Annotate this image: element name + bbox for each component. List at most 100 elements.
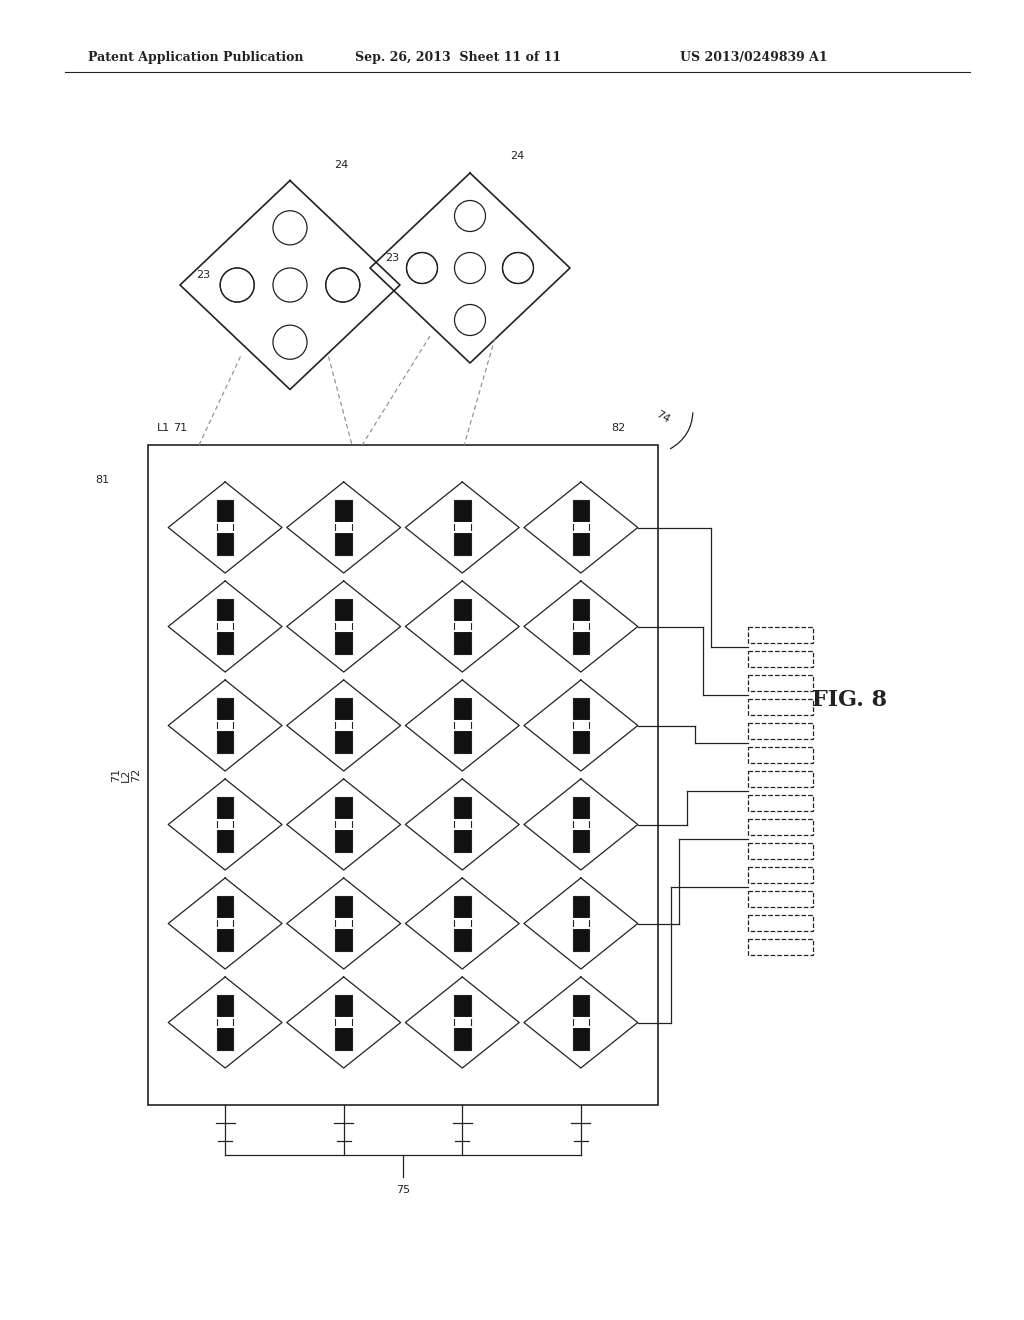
- Bar: [572, 896, 589, 950]
- Bar: [748, 795, 813, 810]
- Bar: [570, 993, 591, 1052]
- Bar: [334, 498, 354, 557]
- Bar: [452, 894, 473, 953]
- Bar: [454, 1018, 471, 1027]
- Bar: [334, 597, 354, 656]
- Text: Sep. 26, 2013  Sheet 11 of 11: Sep. 26, 2013 Sheet 11 of 11: [355, 50, 561, 63]
- Bar: [572, 500, 589, 523]
- Bar: [570, 795, 591, 854]
- Bar: [748, 891, 813, 907]
- Text: 71: 71: [111, 768, 121, 781]
- Bar: [217, 829, 233, 851]
- Bar: [452, 696, 473, 755]
- Bar: [336, 995, 352, 1018]
- Bar: [334, 795, 354, 854]
- Bar: [336, 631, 352, 653]
- Bar: [454, 1027, 471, 1049]
- Bar: [454, 820, 471, 829]
- Bar: [572, 928, 589, 950]
- Bar: [217, 523, 233, 532]
- Bar: [454, 995, 471, 1018]
- Bar: [572, 622, 589, 631]
- Bar: [748, 700, 813, 715]
- Bar: [336, 523, 352, 532]
- Bar: [217, 820, 233, 829]
- Bar: [334, 993, 354, 1052]
- Bar: [570, 894, 591, 953]
- Bar: [454, 730, 471, 752]
- Bar: [217, 622, 233, 631]
- Bar: [454, 721, 471, 730]
- Bar: [572, 631, 589, 653]
- Bar: [452, 795, 473, 854]
- Bar: [572, 599, 589, 653]
- Bar: [217, 1027, 233, 1049]
- Bar: [336, 698, 352, 752]
- Text: 23: 23: [197, 269, 211, 280]
- Bar: [217, 532, 233, 554]
- Bar: [336, 1027, 352, 1049]
- Bar: [336, 599, 352, 653]
- Bar: [217, 599, 233, 622]
- Bar: [572, 797, 589, 851]
- Bar: [454, 622, 471, 631]
- Bar: [336, 500, 352, 554]
- Bar: [336, 896, 352, 950]
- Bar: [570, 696, 591, 755]
- Text: Patent Application Publication: Patent Application Publication: [88, 50, 303, 63]
- Bar: [217, 698, 233, 721]
- Bar: [217, 500, 233, 523]
- Bar: [572, 599, 589, 622]
- Bar: [572, 919, 589, 928]
- Bar: [215, 894, 236, 953]
- Bar: [454, 631, 471, 653]
- Bar: [454, 829, 471, 851]
- Bar: [336, 896, 352, 919]
- Bar: [336, 995, 352, 1049]
- Bar: [334, 894, 354, 953]
- Text: 24: 24: [510, 150, 524, 161]
- Bar: [454, 500, 471, 523]
- Bar: [336, 919, 352, 928]
- Text: L1: L1: [157, 422, 170, 433]
- Bar: [336, 829, 352, 851]
- Bar: [217, 1018, 233, 1027]
- Bar: [336, 928, 352, 950]
- Bar: [748, 675, 813, 690]
- Bar: [454, 698, 471, 721]
- Bar: [452, 498, 473, 557]
- Bar: [454, 599, 471, 653]
- Bar: [217, 896, 233, 919]
- Bar: [572, 532, 589, 554]
- Bar: [336, 532, 352, 554]
- Bar: [148, 445, 658, 1105]
- Bar: [215, 696, 236, 755]
- Bar: [452, 597, 473, 656]
- Text: US 2013/0249839 A1: US 2013/0249839 A1: [680, 50, 827, 63]
- Bar: [572, 820, 589, 829]
- Text: 23: 23: [385, 253, 399, 263]
- Bar: [454, 797, 471, 820]
- Bar: [748, 915, 813, 931]
- Bar: [454, 896, 471, 950]
- Bar: [454, 919, 471, 928]
- Bar: [748, 747, 813, 763]
- Bar: [215, 597, 236, 656]
- Bar: [217, 995, 233, 1018]
- Bar: [336, 622, 352, 631]
- Bar: [454, 698, 471, 752]
- Bar: [748, 771, 813, 787]
- Bar: [748, 939, 813, 954]
- Bar: [215, 795, 236, 854]
- Bar: [572, 896, 589, 919]
- Text: 72: 72: [131, 768, 141, 783]
- Bar: [217, 500, 233, 554]
- Bar: [336, 698, 352, 721]
- Bar: [748, 723, 813, 739]
- Bar: [572, 829, 589, 851]
- Bar: [336, 599, 352, 622]
- Bar: [217, 797, 233, 820]
- Bar: [217, 928, 233, 950]
- Bar: [215, 993, 236, 1052]
- Bar: [572, 995, 589, 1049]
